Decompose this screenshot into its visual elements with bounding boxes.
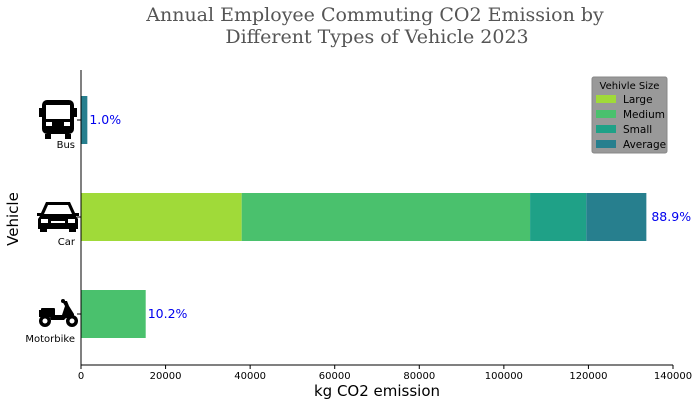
legend-swatch-average (596, 140, 616, 148)
y-category-label-car: Car (58, 237, 76, 248)
car-icon (37, 202, 79, 232)
bar-car-large (81, 193, 242, 241)
bar-motorbike-medium (81, 290, 146, 338)
bar-car-small (530, 193, 587, 241)
legend-label-average: Average (623, 139, 666, 151)
x-tick-label: 40000 (234, 371, 266, 382)
legend-swatch-medium (596, 110, 616, 118)
x-tick-label: 20000 (150, 371, 182, 382)
percent-label-bus: 1.0% (89, 112, 121, 127)
x-tick-label: 60000 (319, 371, 351, 382)
x-tick-label: 80000 (403, 371, 435, 382)
y-axis-label: Vehicle (4, 192, 22, 246)
x-tick-label: 120000 (569, 371, 607, 382)
bar-car-medium (241, 193, 531, 241)
y-category-label-bus: Bus (57, 140, 75, 151)
y-category-labels: Bus Car Motorbike (25, 119, 81, 345)
motorbike-icon (39, 299, 78, 327)
legend-swatch-small (596, 125, 616, 133)
percent-labels: 1.0% 88.9% 10.2% (89, 112, 691, 321)
x-tick-label: 140000 (654, 371, 692, 382)
x-ticks: 0 20000 40000 60000 80000 100000 120000 140000 (78, 365, 692, 382)
legend-title: Vehivle Size (600, 81, 660, 92)
legend-items: Large Medium Small Average (596, 94, 666, 151)
x-axis-label: kg CO2 emission (314, 382, 440, 400)
legend-label-small: Small (623, 124, 652, 136)
chart-title-line-1: Annual Employee Commuting CO2 Emission b… (145, 4, 604, 26)
chart-title-line-2: Different Types of Vehicle 2023 (225, 26, 528, 48)
bus-icon (39, 100, 77, 139)
legend-swatch-large (596, 95, 616, 103)
y-category-label-motorbike: Motorbike (25, 334, 75, 345)
legend: Vehivle Size Large Medium Small Average (591, 76, 668, 154)
percent-label-motorbike: 10.2% (148, 306, 188, 321)
bar-car-average (586, 193, 647, 241)
bars-group (81, 96, 647, 338)
percent-label-car: 88.9% (651, 209, 691, 224)
bar-bus-average (81, 96, 88, 144)
x-tick-label: 100000 (485, 371, 523, 382)
x-tick-label: 0 (78, 371, 84, 382)
legend-label-medium: Medium (623, 109, 665, 121)
legend-label-large: Large (623, 94, 653, 106)
